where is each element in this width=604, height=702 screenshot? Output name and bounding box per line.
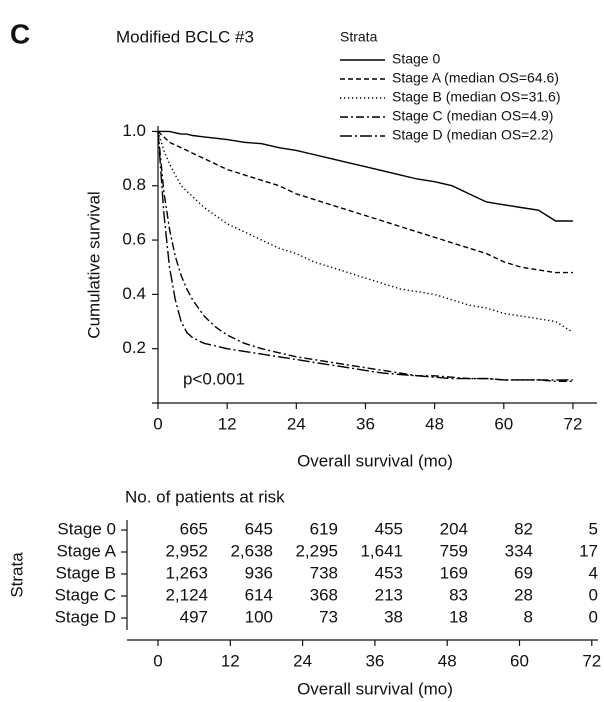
survival-curve bbox=[157, 130, 573, 274]
table-count: 82 bbox=[514, 519, 533, 538]
x-axis-title: Overall survival (mo) bbox=[297, 451, 453, 470]
legend-label: Stage 0 bbox=[392, 51, 440, 67]
table-count: 738 bbox=[310, 563, 338, 582]
table-count: 619 bbox=[310, 519, 338, 538]
table-x-title: Overall survival (mo) bbox=[297, 679, 453, 698]
table-count: 83 bbox=[449, 585, 468, 604]
x-tick-label: 48 bbox=[425, 414, 444, 433]
y-tick-label: 0.6 bbox=[122, 230, 146, 249]
legend-label: Stage B (median OS=31.6) bbox=[392, 89, 561, 105]
survival-curve bbox=[157, 131, 573, 382]
table-count: 18 bbox=[449, 607, 468, 626]
table-row-label: Stage B bbox=[56, 563, 117, 582]
x-tick-label: 24 bbox=[287, 414, 306, 433]
table-count: 17 bbox=[579, 541, 598, 560]
table-x-tick-label: 72 bbox=[582, 651, 601, 670]
legend-label: Stage A (median OS=64.6) bbox=[392, 70, 559, 86]
x-tick-label: 60 bbox=[494, 414, 513, 433]
y-tick-label: 0.2 bbox=[122, 338, 146, 357]
table-row-label: Stage D bbox=[55, 607, 116, 626]
y-tick-label: 0.8 bbox=[122, 175, 146, 194]
table-x-tick-label: 0 bbox=[153, 651, 162, 670]
table-count: 1,263 bbox=[165, 563, 208, 582]
survival-curve bbox=[157, 131, 574, 333]
panel-label: C bbox=[10, 18, 30, 49]
table-row-label: Stage C bbox=[55, 585, 116, 604]
legend-label: Stage C (median OS=4.9) bbox=[392, 108, 553, 124]
table-count: 1,641 bbox=[360, 541, 403, 560]
table-count: 645 bbox=[245, 519, 273, 538]
table-x-tick-label: 36 bbox=[365, 651, 384, 670]
table-count: 28 bbox=[514, 585, 533, 604]
table-count: 497 bbox=[180, 607, 208, 626]
table-count: 0 bbox=[589, 585, 598, 604]
table-count: 334 bbox=[505, 541, 533, 560]
table-count: 38 bbox=[384, 607, 403, 626]
table-x-tick-label: 48 bbox=[438, 651, 457, 670]
table-x-tick-label: 12 bbox=[221, 651, 240, 670]
table-count: 8 bbox=[524, 607, 533, 626]
y-axis-title: Cumulative survival bbox=[84, 191, 103, 338]
table-title: No. of patients at risk bbox=[125, 487, 285, 506]
table-count: 936 bbox=[245, 563, 273, 582]
table-count: 2,952 bbox=[165, 541, 208, 560]
table-count: 453 bbox=[375, 563, 403, 582]
table-count: 368 bbox=[310, 585, 338, 604]
table-count: 169 bbox=[440, 563, 468, 582]
table-count: 0 bbox=[589, 607, 598, 626]
annotation: p<0.001 bbox=[183, 369, 245, 388]
table-count: 69 bbox=[514, 563, 533, 582]
x-tick-label: 12 bbox=[218, 414, 237, 433]
table-y-title: Strata bbox=[7, 552, 26, 598]
table-row-label: Stage A bbox=[56, 541, 116, 560]
table-row-label: Stage 0 bbox=[57, 519, 116, 538]
table-count: 5 bbox=[589, 519, 598, 538]
chart-title: Modified BCLC #3 bbox=[116, 27, 254, 46]
table-count: 759 bbox=[440, 541, 468, 560]
table-count: 665 bbox=[180, 519, 208, 538]
x-tick-label: 36 bbox=[356, 414, 375, 433]
y-tick-label: 1.0 bbox=[122, 121, 146, 140]
survival-curve bbox=[157, 131, 573, 381]
table-count: 4 bbox=[589, 563, 598, 582]
table-count: 213 bbox=[375, 585, 403, 604]
legend-label: Stage D (median OS=2.2) bbox=[392, 127, 553, 143]
x-tick-label: 72 bbox=[563, 414, 582, 433]
table-count: 204 bbox=[440, 519, 468, 538]
table-count: 2,295 bbox=[295, 541, 338, 560]
legend-title: Strata bbox=[340, 29, 378, 45]
table-count: 100 bbox=[245, 607, 273, 626]
table-count: 614 bbox=[245, 585, 273, 604]
table-x-tick-label: 24 bbox=[293, 651, 312, 670]
table-count: 73 bbox=[319, 607, 338, 626]
survival-curve bbox=[158, 130, 573, 222]
table-x-tick-label: 60 bbox=[510, 651, 529, 670]
y-tick-label: 0.4 bbox=[122, 284, 146, 303]
x-tick-label: 0 bbox=[153, 414, 162, 433]
table-count: 2,638 bbox=[230, 541, 273, 560]
table-count: 2,124 bbox=[165, 585, 208, 604]
table-count: 455 bbox=[375, 519, 403, 538]
